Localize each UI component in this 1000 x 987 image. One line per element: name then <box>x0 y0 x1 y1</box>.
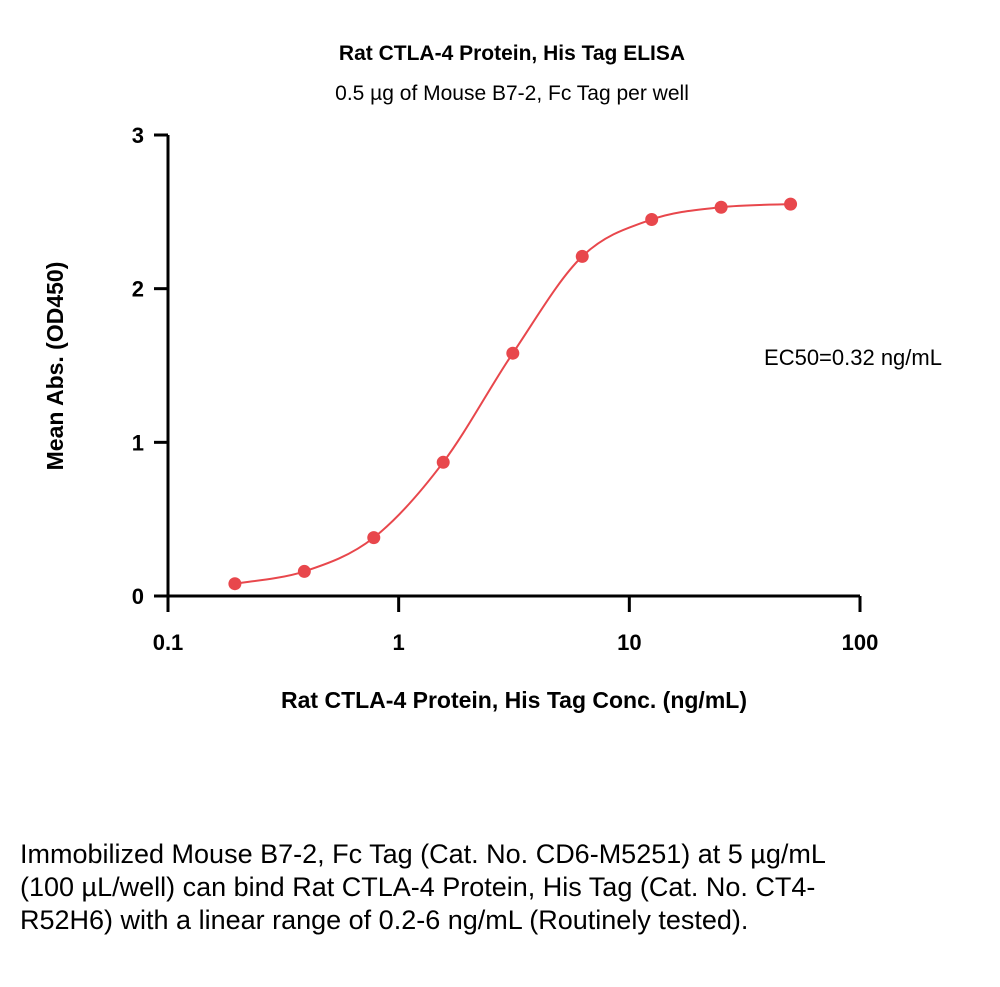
elisa-chart: Rat CTLA-4 Protein, His Tag ELISA 0.5 µg… <box>42 42 942 713</box>
ec50-annotation: EC50=0.32 ng/mL <box>764 345 942 370</box>
fit-curve-layer <box>234 203 791 585</box>
data-point <box>367 531 381 545</box>
y-tick-label: 3 <box>132 123 144 148</box>
x-tick-label: 1 <box>393 630 405 655</box>
x-tick-label: 0.1 <box>153 630 184 655</box>
y-tick-label: 0 <box>132 584 144 609</box>
data-point <box>714 200 728 214</box>
data-point <box>228 577 242 591</box>
data-point <box>784 197 798 211</box>
data-point <box>436 455 450 469</box>
y-axis-title: Mean Abs. (OD450) <box>42 262 68 471</box>
data-point <box>645 213 659 227</box>
data-points-layer <box>228 197 798 591</box>
fit-curve <box>234 203 791 585</box>
x-tick-label: 100 <box>842 630 879 655</box>
data-point <box>297 564 311 578</box>
data-point <box>506 346 520 360</box>
chart-title: Rat CTLA-4 Protein, His Tag ELISA <box>339 42 685 65</box>
data-point <box>575 249 589 263</box>
figure-caption: Immobilized Mouse B7-2, Fc Tag (Cat. No.… <box>20 839 825 935</box>
axes: 0 1 2 3 0.1 1 10 100 <box>132 123 879 655</box>
chart-subtitle: 0.5 µg of Mouse B7-2, Fc Tag per well <box>335 82 689 105</box>
y-tick-label: 1 <box>132 430 144 455</box>
x-axis-title: Rat CTLA-4 Protein, His Tag Conc. (ng/mL… <box>281 687 747 713</box>
y-tick-label: 2 <box>132 277 144 302</box>
x-tick-label: 10 <box>617 630 641 655</box>
